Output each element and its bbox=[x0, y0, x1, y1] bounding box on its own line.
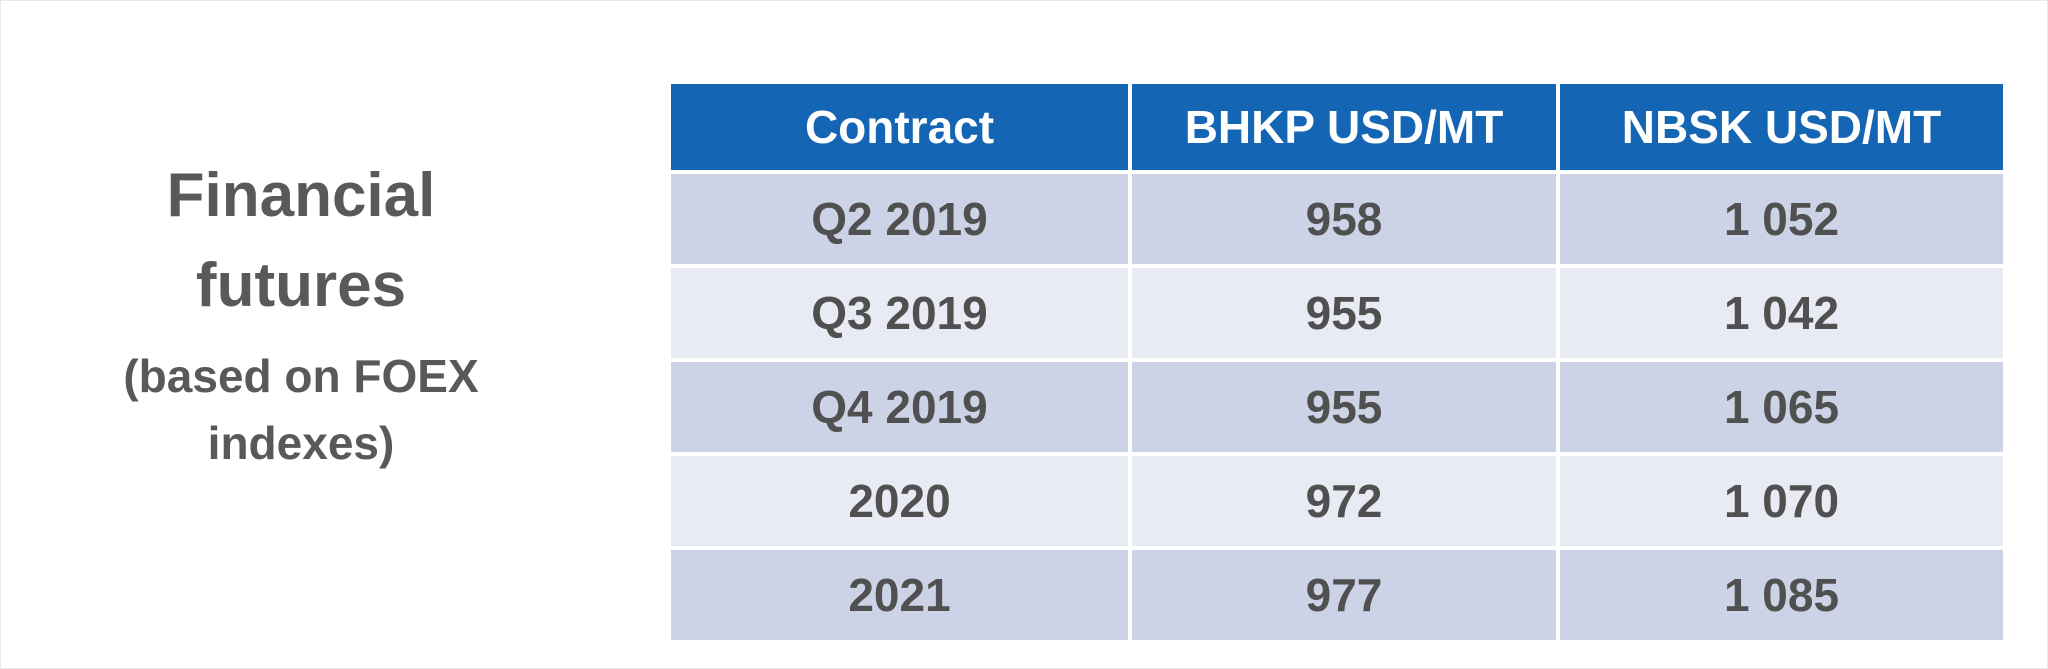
table-row: Q4 2019 955 1 065 bbox=[671, 362, 2003, 452]
column-header-contract: Contract bbox=[671, 84, 1128, 170]
title-line-1: Financial bbox=[166, 161, 436, 230]
heading-block: Financial futures (based on FOEX indexes… bbox=[41, 151, 561, 477]
table-row: Q3 2019 955 1 042 bbox=[671, 268, 2003, 358]
cell-contract: 2020 bbox=[671, 456, 1128, 546]
subtitle-line-2: indexes) bbox=[207, 417, 395, 469]
cell-bhkp: 955 bbox=[1132, 362, 1556, 452]
cell-bhkp: 958 bbox=[1132, 174, 1556, 264]
column-header-bhkp: BHKP USD/MT bbox=[1132, 84, 1556, 170]
title-line-2: futures bbox=[195, 251, 407, 320]
cell-contract: 2021 bbox=[671, 550, 1128, 640]
table-row: 2021 977 1 085 bbox=[671, 550, 2003, 640]
cell-nbsk: 1 085 bbox=[1560, 550, 2003, 640]
futures-price-table: Contract BHKP USD/MT NBSK USD/MT Q2 2019… bbox=[667, 80, 2007, 644]
cell-bhkp: 972 bbox=[1132, 456, 1556, 546]
cell-nbsk: 1 052 bbox=[1560, 174, 2003, 264]
cell-bhkp: 977 bbox=[1132, 550, 1556, 640]
cell-nbsk: 1 042 bbox=[1560, 268, 2003, 358]
cell-contract: Q2 2019 bbox=[671, 174, 1128, 264]
table-row: Q2 2019 958 1 052 bbox=[671, 174, 2003, 264]
column-header-nbsk: NBSK USD/MT bbox=[1560, 84, 2003, 170]
cell-nbsk: 1 070 bbox=[1560, 456, 2003, 546]
cell-contract: Q4 2019 bbox=[671, 362, 1128, 452]
cell-bhkp: 955 bbox=[1132, 268, 1556, 358]
cell-nbsk: 1 065 bbox=[1560, 362, 2003, 452]
cell-contract: Q3 2019 bbox=[671, 268, 1128, 358]
page-subtitle: (based on FOEX indexes) bbox=[41, 343, 561, 477]
table-header-row: Contract BHKP USD/MT NBSK USD/MT bbox=[671, 84, 2003, 170]
subtitle-line-1: (based on FOEX bbox=[123, 350, 479, 402]
page-title: Financial futures bbox=[41, 151, 561, 331]
table-row: 2020 972 1 070 bbox=[671, 456, 2003, 546]
